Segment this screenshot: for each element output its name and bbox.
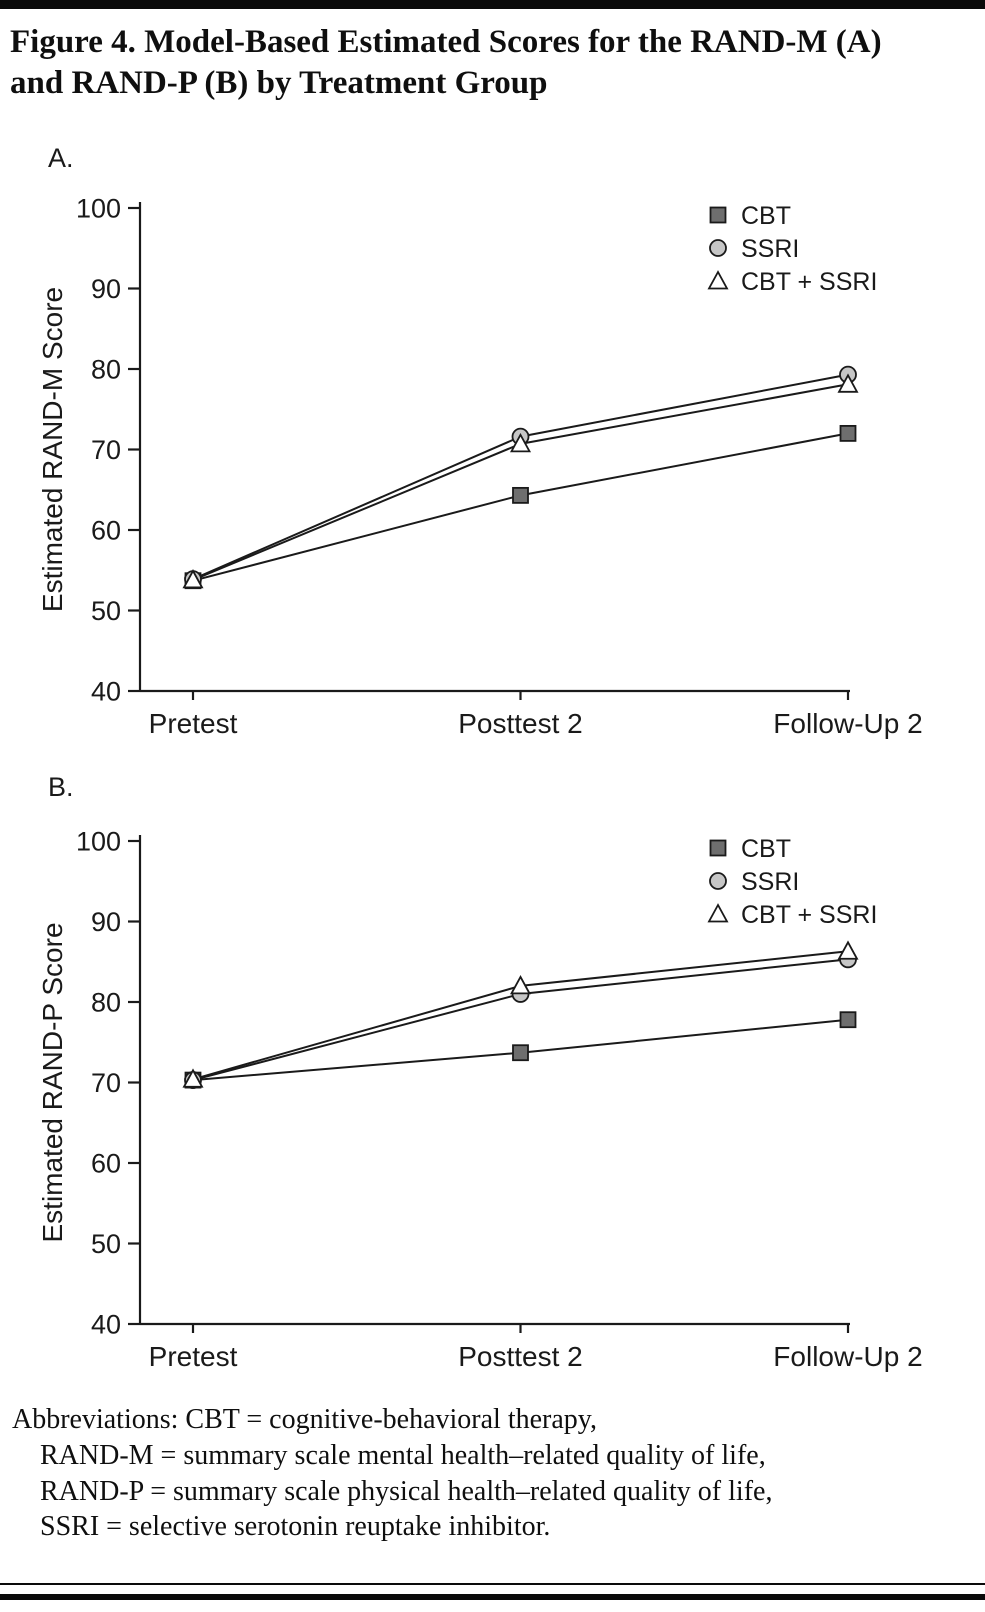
panel-a-label: A. [48, 143, 74, 173]
triangle-marker [837, 940, 859, 960]
series-line-cbt-ssri [192, 383, 849, 581]
x-category-label: Follow-Up 2 [773, 1341, 922, 1372]
y-tick-label: 40 [91, 676, 121, 706]
square-marker [512, 1044, 529, 1062]
y-tick-label: 90 [91, 274, 121, 304]
square-marker [512, 486, 529, 504]
legend-label: CBT + SSRI [741, 901, 877, 929]
legend-label: CBT [741, 835, 791, 863]
y-tick-label: 100 [76, 826, 121, 856]
abbreviations-line-2: RAND-M = summary scale mental health–rel… [40, 1439, 766, 1471]
x-category-label: Posttest 2 [458, 708, 583, 739]
x-category-label: Pretest [149, 1341, 238, 1372]
series-line-ssri [192, 373, 849, 581]
series-line-cbt [192, 432, 849, 582]
legend-label: CBT [741, 202, 791, 230]
bottom-rule-thin [0, 1583, 985, 1585]
rand-p-chart: 40 50 60 70 80 90 100 Pretest Posttest 2 Follow-U… [37, 826, 923, 1372]
circle-marker [709, 872, 727, 890]
legend-label: CBT + SSRI [741, 268, 877, 296]
rand-m-chart: 40 50 60 70 80 90 100 Pretest Posttest 2 Follow-U… [37, 193, 923, 739]
square-marker [839, 424, 857, 442]
abbreviations-line-4: SSRI = selective serotonin reuptake inhi… [40, 1511, 551, 1543]
legend-label: SSRI [741, 868, 799, 896]
figure-title-line-2: and RAND-P (B) by Treatment Group [10, 64, 548, 101]
legend-label: SSRI [741, 235, 799, 263]
figure-title: Figure 4. Model-Based Estimated Scores f… [10, 22, 975, 104]
square-marker [709, 839, 727, 857]
triangle-marker [509, 975, 532, 995]
panel-b-label: B. [48, 772, 74, 802]
triangle-marker [837, 373, 859, 393]
top-rule [0, 0, 985, 9]
y-tick-label: 50 [91, 596, 121, 626]
circle-marker [709, 239, 727, 257]
y-tick-label: 90 [91, 907, 121, 937]
y-axis-title: Estimated RAND-P Score [37, 922, 68, 1242]
triangle-marker [182, 1068, 204, 1088]
y-tick-label: 60 [91, 1148, 121, 1178]
y-tick-label: 80 [91, 354, 121, 384]
square-marker [839, 1011, 857, 1029]
triangle-marker [707, 903, 729, 923]
y-tick-label: 40 [91, 1309, 121, 1339]
y-tick-label: 100 [76, 193, 121, 223]
triangle-marker [707, 270, 729, 290]
y-tick-label: 80 [91, 987, 121, 1017]
y-tick-label: 70 [91, 435, 121, 465]
triangle-marker [509, 432, 532, 453]
triangle-marker [182, 569, 204, 589]
abbreviations-note: Abbreviations: CBT = cognitive-behaviora… [12, 1402, 972, 1545]
square-marker [709, 206, 727, 224]
y-tick-label: 50 [91, 1229, 121, 1259]
y-tick-label: 70 [91, 1068, 121, 1098]
abbreviations-line-3: RAND-P = summary scale physical health–r… [40, 1475, 773, 1507]
abbreviations-line-1: Abbreviations: CBT = cognitive-behaviora… [12, 1404, 597, 1435]
figure-title-line-1: Figure 4. Model-Based Estimated Scores f… [10, 24, 882, 60]
x-category-label: Pretest [149, 708, 238, 739]
x-category-label: Follow-Up 2 [773, 708, 922, 739]
y-tick-label: 60 [91, 515, 121, 545]
x-category-label: Posttest 2 [458, 1341, 583, 1372]
bottom-rule-thick [0, 1594, 985, 1600]
y-axis-title: Estimated RAND-M Score [37, 287, 68, 612]
